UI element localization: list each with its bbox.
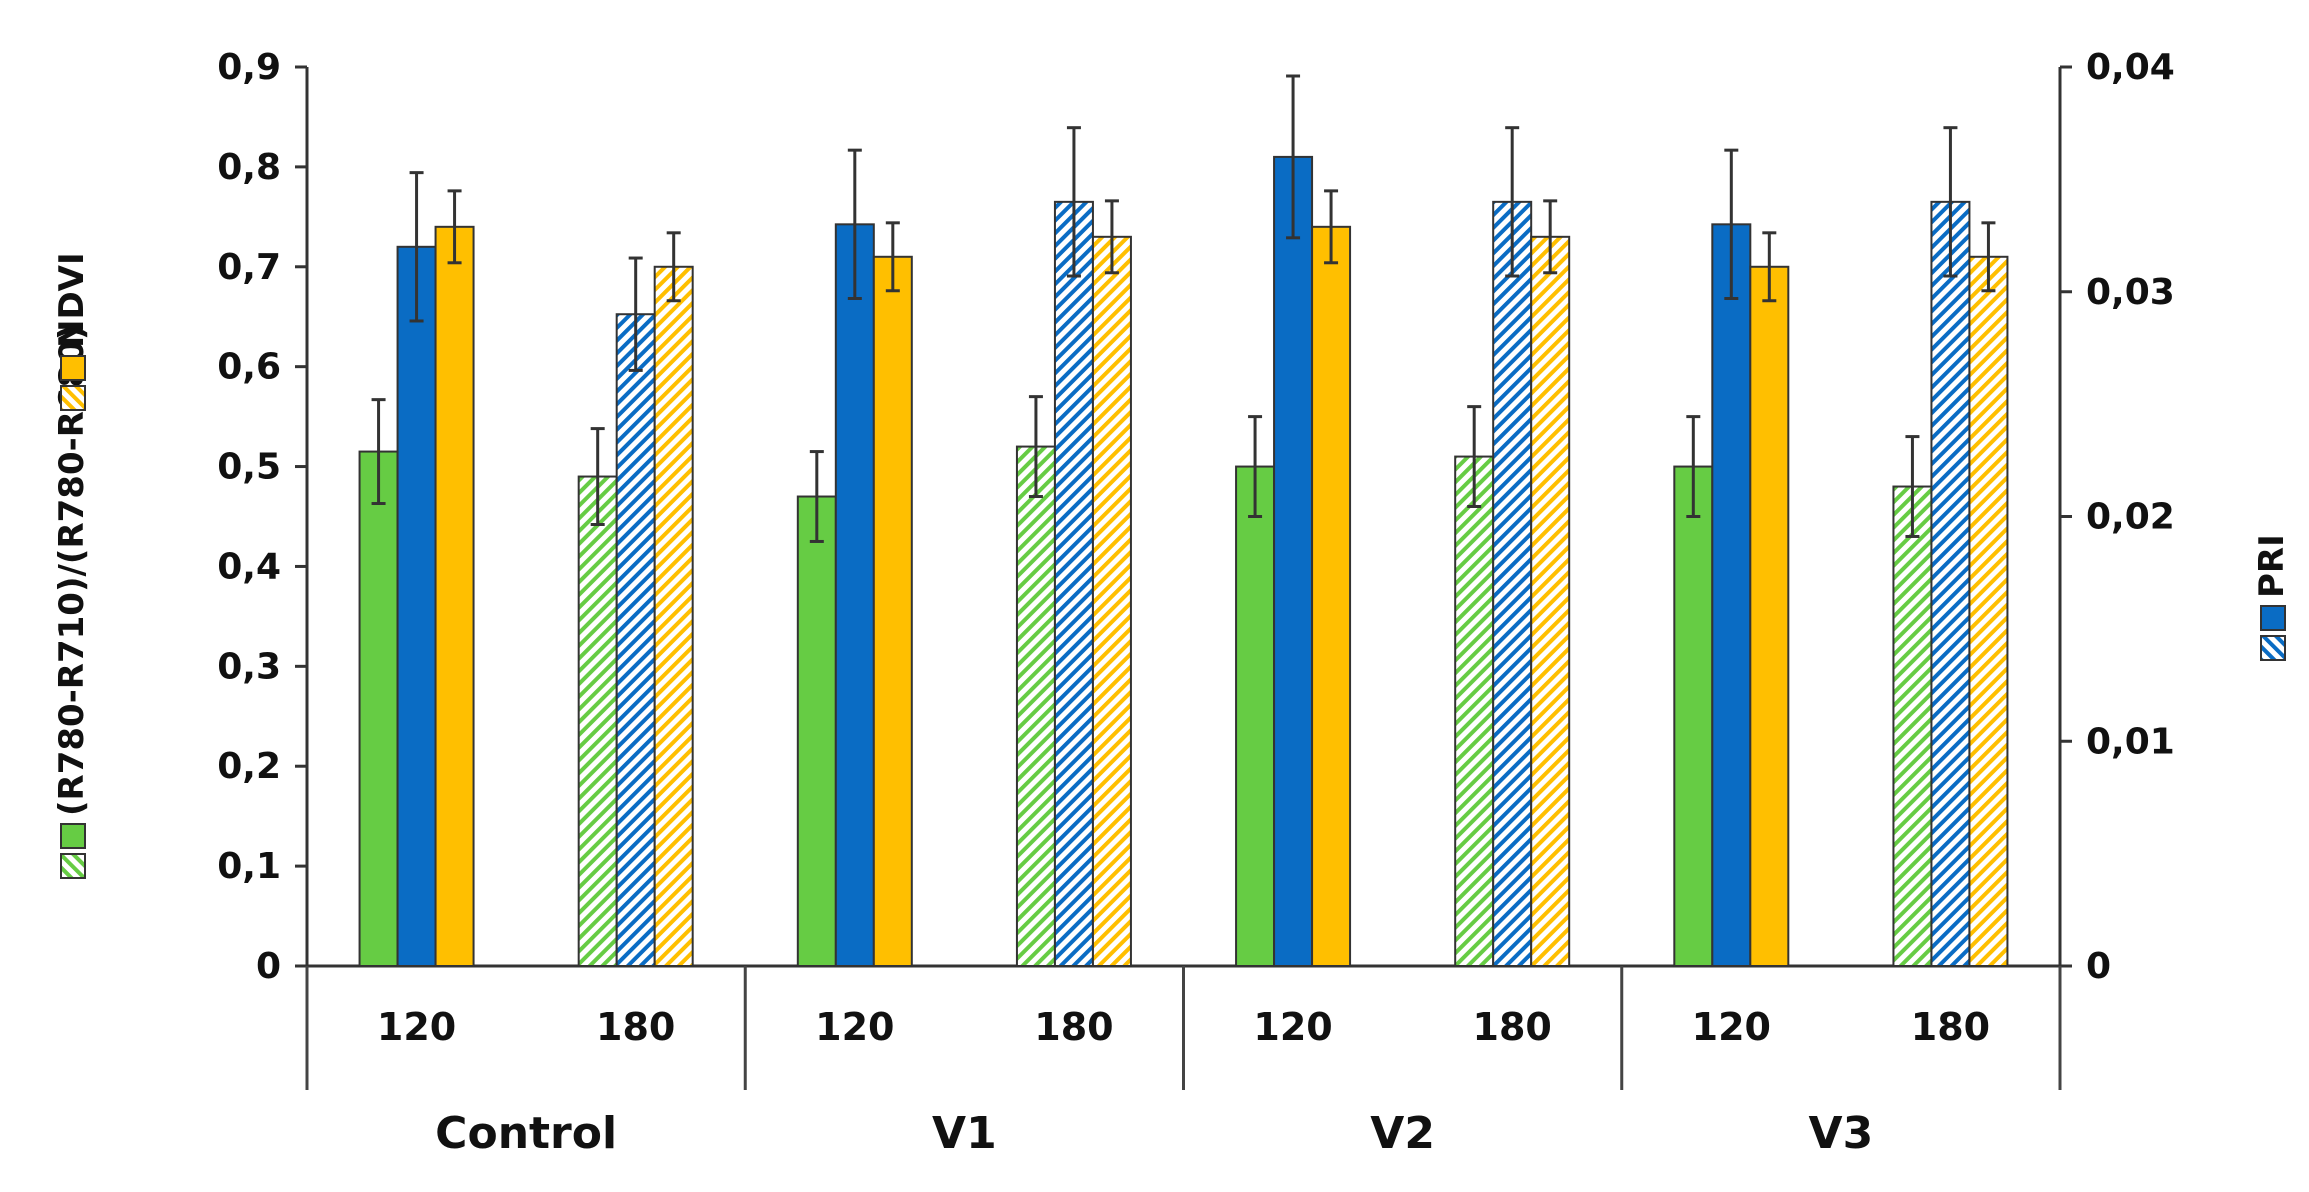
bar-green-v2-180 [1454, 455, 1495, 967]
left-axis-ticks: 0 0,1 0,2 0,3 0,4 0,5 0,6 0,7 0,8 0,9 [217, 47, 307, 987]
legend-swatch-yellow-hatched [60, 385, 86, 411]
group-label-v1: V1 [932, 1108, 997, 1159]
left-tick-label: 0,5 [217, 447, 281, 488]
left-tick-label: 0,1 [217, 846, 281, 887]
group-label-control: Control [435, 1108, 617, 1159]
bar-green-v1-120 [796, 495, 837, 967]
subcategory-label: 180 [1473, 1005, 1552, 1049]
left-tick-label: 0,4 [217, 546, 281, 587]
bar-blue-v3-180 [1930, 200, 1971, 968]
legend-swatch-green-solid [60, 823, 86, 849]
bar-yellow-control-120 [434, 225, 475, 968]
bar-yellow-control-180 [653, 265, 694, 967]
right-axis-title: PRI [2252, 534, 2292, 661]
right-tick-label: 0,04 [2086, 47, 2175, 88]
left-tick-label: 0,8 [217, 147, 281, 188]
bar-green-v1-180 [1015, 445, 1056, 968]
left-tick-label: 0,6 [217, 347, 281, 388]
subcategory-label: 180 [1034, 1005, 1113, 1049]
legend-swatch-green-hatched [60, 853, 86, 879]
legend-swatch-yellow-solid [60, 355, 86, 381]
legend-swatch-blue-solid [2260, 605, 2286, 631]
right-tick-label: 0,01 [2086, 721, 2175, 762]
subcategory-label: 180 [1911, 1005, 1990, 1049]
bar-green-v2-120 [1235, 465, 1276, 967]
bar-yellow-v3-180 [1968, 255, 2009, 967]
bar-blue-v1-180 [1053, 200, 1094, 968]
right-axis-label: PRI [2252, 534, 2292, 598]
subcategory-label: 120 [1692, 1005, 1771, 1049]
right-axis-ticks: 0 0,01 0,02 0,03 0,04 [2060, 47, 2175, 987]
group-label-v3: V3 [1809, 1108, 1874, 1159]
bars [358, 74, 2009, 968]
right-tick-label: 0 [2086, 946, 2111, 987]
bar-blue-v1-120 [834, 223, 875, 967]
bar-green-v3-180 [1892, 485, 1933, 967]
bar-yellow-v2-180 [1530, 235, 1571, 968]
bar-green-v3-120 [1673, 465, 1714, 967]
left-axis-title-ndvi: NDVI [52, 252, 92, 411]
bar-blue-v2-180 [1492, 200, 1533, 968]
left-tick-label: 0,7 [217, 247, 281, 288]
right-tick-label: 0,03 [2086, 272, 2175, 313]
left-tick-label: 0,3 [217, 646, 281, 687]
subcategory-label: 120 [377, 1005, 456, 1049]
subcategory-label: 180 [596, 1005, 675, 1049]
bar-blue-control-180 [615, 313, 656, 968]
left-tick-label: 0,9 [217, 47, 281, 88]
bar-blue-v3-120 [1711, 223, 1752, 967]
bar-green-control-180 [577, 475, 618, 967]
bar-blue-v2-120 [1273, 155, 1314, 967]
legend-swatch-blue-hatched [2260, 635, 2286, 661]
bar-yellow-v2-120 [1311, 225, 1352, 968]
bar-yellow-v3-120 [1749, 265, 1790, 967]
group-label-v2: V2 [1370, 1108, 1435, 1159]
subcategory-label: 120 [1253, 1005, 1332, 1049]
bar-blue-control-120 [396, 245, 437, 968]
bar-yellow-v1-180 [1091, 235, 1132, 968]
subcategory-label: 120 [815, 1005, 894, 1049]
left-axis-label-ndvi: NDVI [52, 252, 92, 348]
x-axis: 120 180 Control 120 180 V1 120 180 V2 120 180 V3 [305, 966, 2062, 1159]
bar-yellow-v1-120 [872, 255, 913, 967]
left-tick-label: 0,2 [217, 746, 281, 787]
right-tick-label: 0,02 [2086, 497, 2175, 538]
bar-green-control-120 [358, 450, 399, 968]
left-tick-label: 0 [256, 946, 281, 987]
